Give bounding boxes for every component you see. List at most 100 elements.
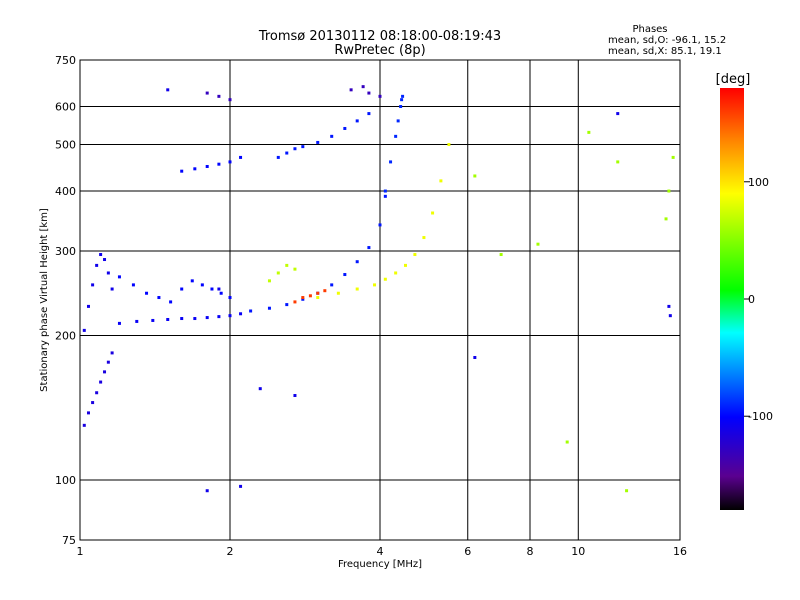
stats-heading: Phases [632,24,667,35]
data-point [276,155,280,159]
y-tick-label: 600 [55,101,76,114]
data-point [536,242,540,246]
data-point [394,271,398,275]
x-tick-label: 1 [77,545,84,558]
data-point [667,189,671,193]
data-point [217,94,221,98]
data-point [239,155,243,159]
data-point [367,91,371,95]
data-point [447,143,451,147]
data-point [394,134,398,138]
data-point [106,271,110,275]
y-tick-label: 400 [55,185,76,198]
data-point [210,287,214,291]
data-point [103,258,107,262]
y-tick-label: 200 [55,330,76,343]
data-point [285,263,289,267]
data-point [190,279,194,283]
data-point [228,296,232,300]
data-point [401,94,405,98]
x-axis-label: Frequency [MHz] [338,559,422,570]
data-point [330,134,334,138]
data-point [95,263,99,267]
data-point [293,394,297,398]
data-point [91,401,95,405]
data-point [180,169,184,173]
data-point [378,223,382,227]
data-point [169,300,173,304]
stats-line-o: mean, sd,O: -96.1, 15.2 [608,35,726,46]
data-points [82,85,675,493]
x-tick-label: 2 [227,545,234,558]
data-point [431,211,435,215]
data-point [151,318,155,322]
plot-frame [79,59,681,541]
y-tick-label: 100 [55,474,76,487]
y-tick-label: 75 [62,534,76,547]
data-point [103,370,107,374]
data-point [205,91,209,95]
data-point [106,360,110,364]
data-point [349,88,353,92]
data-point [166,88,170,92]
x-tick-label: 16 [673,545,687,558]
data-point [499,253,503,257]
stats-line-x: mean, sd,X: 85.1, 19.1 [608,46,722,57]
colorbar-tick-label: -100 [748,410,773,423]
data-point [616,160,620,164]
data-point [86,304,90,308]
data-point [267,306,271,310]
data-point [217,315,221,319]
data-point [355,287,359,291]
data-point [383,189,387,193]
data-point [664,217,668,221]
data-point [99,380,103,384]
colorbar-tick-label: 100 [748,176,769,189]
data-point [180,287,184,291]
axis-ticks: 1 2 4 6 8 10 16 75 100 200 300 400 500 600 750 [55,54,687,558]
data-point [239,312,243,316]
data-point [473,174,477,178]
y-tick-label: 500 [55,139,76,152]
x-tick-label: 10 [571,545,585,558]
data-point [293,300,297,304]
y-axis-label: Stationary phase Virtual Height [km] [39,208,50,392]
data-point [367,112,371,116]
data-point [135,319,139,323]
colorbar [720,88,744,510]
data-point [276,271,280,275]
data-point [193,317,197,321]
data-point [439,179,443,183]
data-point [422,236,426,240]
data-point [239,484,243,488]
data-point [285,303,289,307]
y-tick-label: 750 [55,54,76,67]
data-point [205,489,209,493]
data-point [285,151,289,155]
data-point [671,155,675,159]
data-point [355,119,359,123]
data-point [91,283,95,287]
data-point [336,291,340,295]
data-point [330,283,334,287]
data-point [667,304,671,308]
colorbar-label: [deg] [716,72,751,87]
data-point [180,317,184,321]
data-point [668,314,672,318]
data-point [228,98,232,102]
data-point [301,145,305,149]
data-point [625,489,629,493]
data-point [343,273,347,277]
data-point [301,297,305,301]
data-point [293,267,297,271]
data-point [473,355,477,359]
data-point [399,105,403,109]
data-point [258,387,262,391]
data-point [110,351,114,355]
chart-subtitle: RwPretec (8p) [334,43,425,58]
data-point [193,167,197,171]
colorbar-ticks: -100 0 100 [744,176,773,423]
data-point [117,321,121,325]
data-point [205,316,209,320]
data-point [396,119,400,123]
